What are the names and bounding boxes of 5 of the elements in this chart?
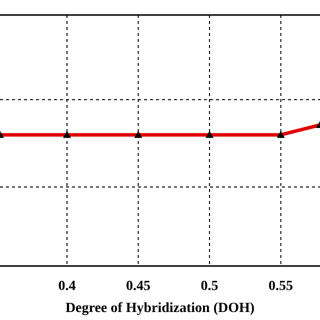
x-tick-label: 0.4 — [58, 279, 76, 294]
x-tick-label: 0.55 — [268, 279, 294, 294]
x-axis-title: Degree of Hybridization (DOH) — [65, 301, 255, 316]
x-tick-label: 0.5 — [200, 279, 218, 294]
x-tick-label: 0.45 — [126, 279, 151, 294]
